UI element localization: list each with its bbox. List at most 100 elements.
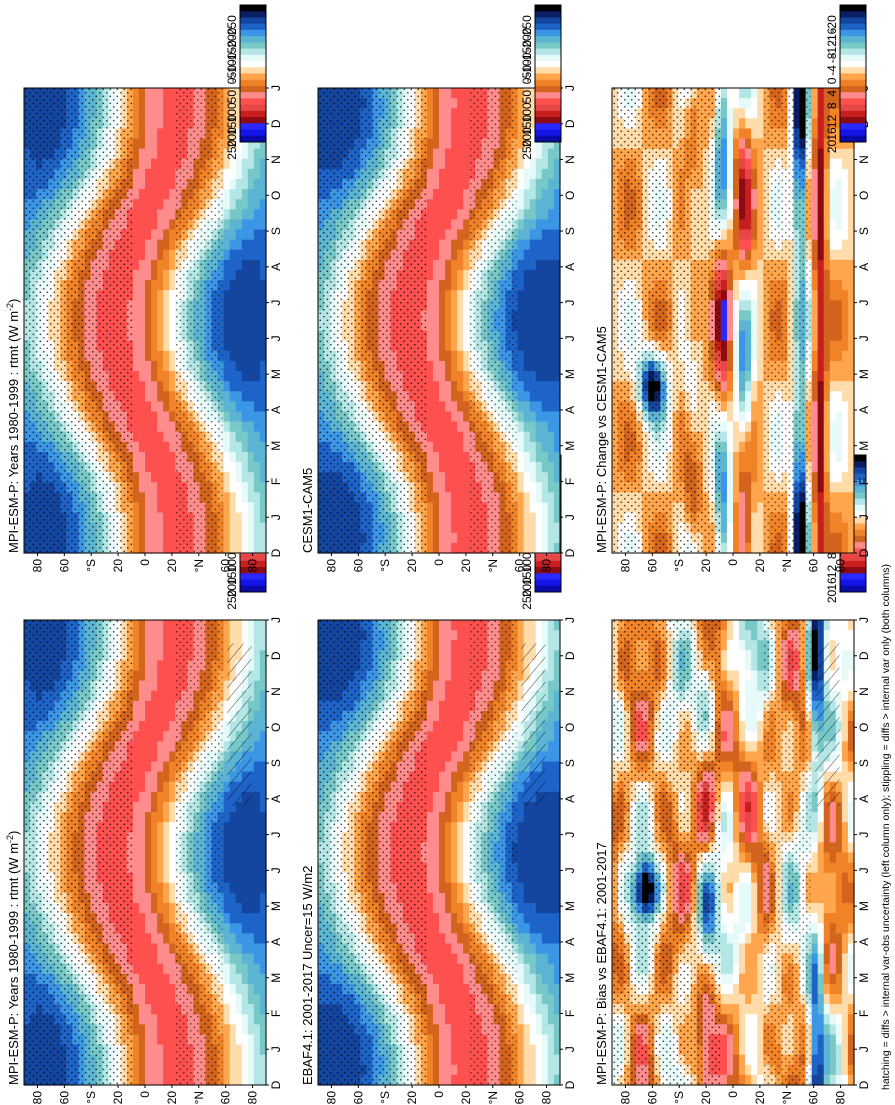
heatmap-cell — [445, 650, 452, 662]
heatmap-cell — [439, 640, 446, 651]
heatmap-cell — [163, 630, 170, 641]
heatmap-cell — [229, 462, 237, 473]
heatmap-cell — [229, 512, 237, 524]
heatmap-cell — [163, 421, 170, 433]
heatmap-cell — [163, 320, 170, 332]
heatmap-cell — [151, 431, 158, 443]
heatmap-cell — [157, 943, 164, 955]
heatmap-cell — [253, 462, 261, 473]
heatmap-cell — [451, 1034, 458, 1046]
heatmap-cell — [157, 178, 164, 190]
heatmap-cell — [157, 158, 164, 170]
heatmap-cell — [145, 482, 152, 493]
heatmap-cell — [259, 1004, 267, 1015]
heatmap-cell — [451, 963, 458, 975]
heatmap-cell — [151, 690, 158, 702]
heatmap-cell — [163, 791, 170, 803]
heatmap-cell — [163, 913, 170, 924]
heatmap-cell — [439, 1074, 446, 1086]
heatmap-cell — [457, 751, 464, 763]
heatmap-cell — [432, 670, 440, 682]
heatmap-cell — [163, 148, 170, 160]
heatmap-cell — [253, 441, 261, 453]
heatmap-cell — [169, 431, 176, 443]
heatmap-cell — [229, 892, 237, 904]
heatmap-cell — [223, 892, 231, 904]
colorbar-tick-label: 100 — [225, 552, 239, 572]
heatmap-cell — [457, 680, 464, 692]
heatmap-cell — [145, 781, 152, 793]
heatmap-cell — [151, 670, 158, 682]
heatmap-cell — [259, 280, 267, 291]
heatmap-cell — [145, 994, 152, 1005]
heatmap-cell — [241, 512, 249, 524]
x-tick-label: J — [269, 514, 283, 520]
heatmap-cell — [151, 963, 158, 975]
heatmap-cell — [151, 650, 158, 662]
heatmap-cell — [259, 630, 267, 641]
heatmap-cell — [235, 280, 243, 291]
x-tick-label: M — [269, 973, 283, 983]
x-tick-label: J — [269, 300, 283, 306]
heatmap-cell — [439, 923, 446, 934]
heatmap-cell — [223, 138, 231, 150]
heatmap-cell — [463, 943, 470, 955]
heatmap-cell — [426, 761, 434, 773]
heatmap-cell — [259, 158, 267, 170]
heatmap-cell — [247, 219, 255, 231]
heatmap-cell — [241, 350, 249, 362]
heatmap-cell — [132, 88, 140, 99]
heatmap-cell — [253, 320, 261, 332]
heatmap-cell — [223, 431, 231, 443]
heatmap-cell — [138, 360, 146, 372]
heatmap-cell — [132, 431, 140, 443]
heatmap-cell — [169, 360, 176, 372]
heatmap-cell — [132, 249, 140, 261]
heatmap-cell — [259, 441, 267, 453]
heatmap-cell — [235, 963, 243, 975]
heatmap-cell — [223, 209, 231, 221]
heatmap-cell — [229, 330, 237, 342]
heatmap-cell — [169, 209, 176, 221]
heatmap-cell — [241, 522, 249, 534]
heatmap-cell — [439, 862, 446, 874]
heatmap-cell — [163, 340, 170, 352]
heatmap-cell — [132, 963, 140, 975]
heatmap-cell — [259, 1064, 267, 1076]
heatmap-cell — [145, 872, 152, 884]
heatmap-cell — [223, 441, 231, 453]
heatmap-cell — [259, 812, 267, 823]
y-tick-label: 80 — [246, 559, 260, 573]
colorbar-frame — [239, 4, 267, 143]
heatmap-cell — [253, 280, 261, 291]
heatmap-cell — [451, 680, 458, 692]
colorbar-tick-label: -200 — [225, 27, 239, 51]
heatmap-cell — [151, 290, 158, 301]
heatmap-cell — [163, 451, 170, 463]
heatmap-cell — [151, 522, 158, 534]
heatmap-cell — [157, 421, 164, 433]
heatmap-cell — [253, 532, 261, 544]
heatmap-cell — [151, 983, 158, 995]
heatmap-cell — [169, 801, 176, 813]
heatmap-cell — [132, 892, 140, 904]
heatmap-cell — [169, 983, 176, 995]
heatmap-cell — [241, 300, 249, 311]
heatmap-cell — [223, 751, 231, 763]
heatmap-cell — [229, 158, 237, 170]
heatmap-cell — [235, 88, 243, 99]
heatmap-cell — [169, 963, 176, 975]
heatmap-cell — [253, 852, 261, 864]
heatmap-cell — [163, 822, 170, 833]
heatmap-cell — [223, 219, 231, 231]
heatmap-cell — [163, 350, 170, 362]
heatmap-cell — [157, 360, 164, 372]
heatmap-cell — [138, 391, 146, 402]
heatmap-cell — [169, 731, 176, 742]
heatmap-cell — [151, 350, 158, 362]
heatmap-cell — [451, 741, 458, 753]
heatmap-cell — [223, 953, 231, 965]
heatmap-cell — [157, 300, 164, 311]
heatmap-cell — [151, 401, 158, 413]
heatmap-cell — [223, 913, 231, 924]
